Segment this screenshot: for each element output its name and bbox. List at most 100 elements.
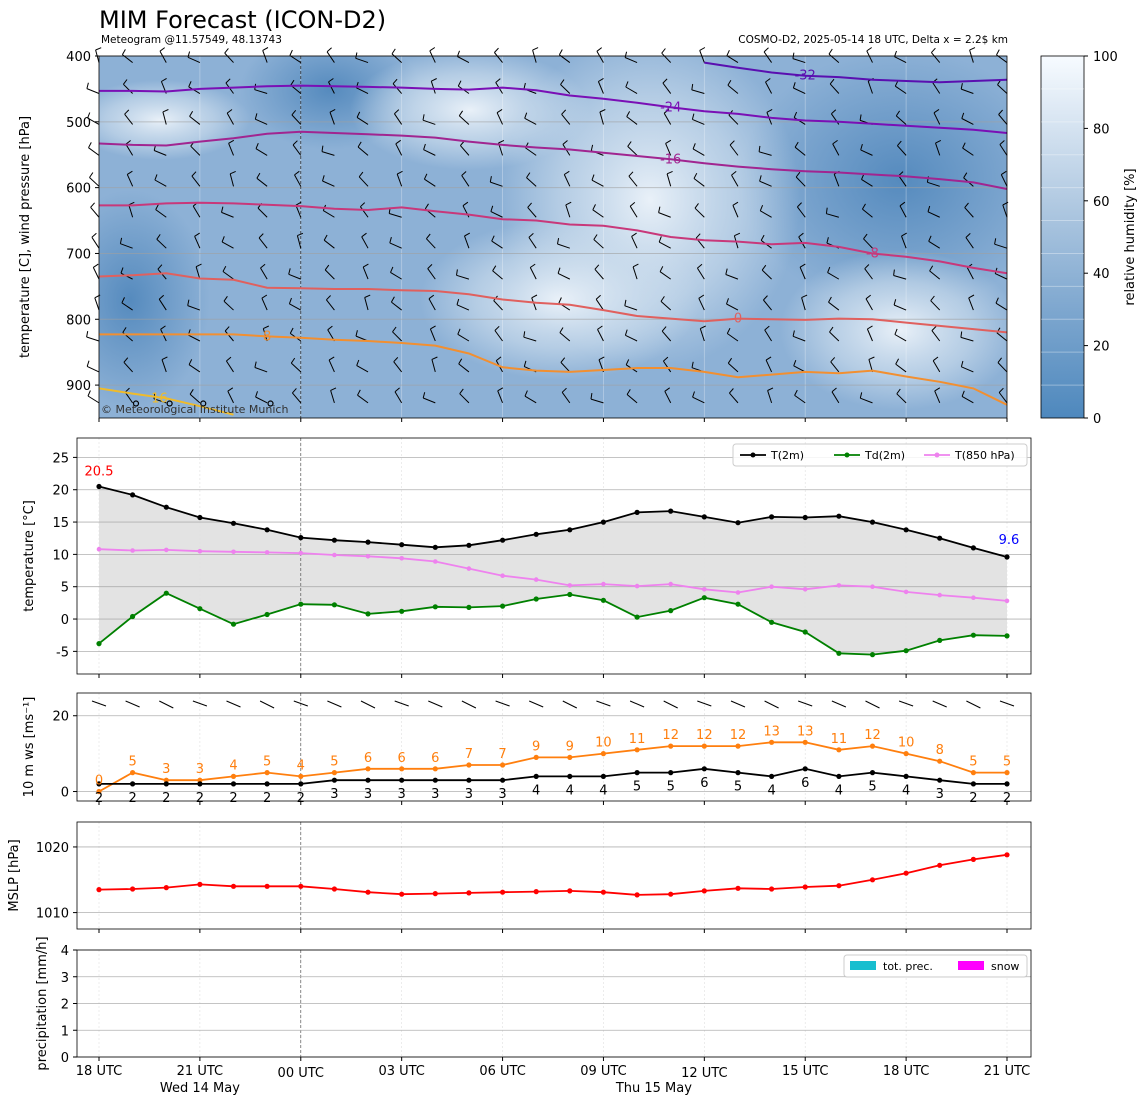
gust-series-point xyxy=(701,743,707,749)
wind-barb-flag xyxy=(497,387,504,392)
precip-ylabel: precipitation [mm/h] xyxy=(35,936,50,1070)
isotherms-group: -32 -24 -16 -8 0 8 16 xyxy=(99,61,1007,416)
wind-barb xyxy=(798,700,813,707)
wind-barb-flag xyxy=(362,263,369,268)
wind-barb-flag xyxy=(799,263,806,268)
wind-barb xyxy=(457,333,470,342)
wind-barb xyxy=(364,297,369,311)
wind-barb xyxy=(225,360,234,373)
wind-barb-flag xyxy=(462,201,469,207)
wind-barb xyxy=(262,50,268,63)
wind-barb-flag xyxy=(829,78,835,85)
wind-barb xyxy=(632,266,638,280)
wind-barb-flag xyxy=(931,47,936,53)
gust-value-label: 5 xyxy=(1003,755,1011,770)
wind-barb xyxy=(726,55,739,64)
wind-barb xyxy=(89,177,100,187)
wind-barb-flag xyxy=(932,356,939,362)
wind-barb-flag xyxy=(998,387,1004,393)
wind-barb-flag xyxy=(532,47,539,51)
gust-series-point xyxy=(365,766,371,772)
wind-barb xyxy=(392,83,403,94)
wind-barb xyxy=(223,300,234,311)
Td2m-series-point xyxy=(802,629,808,635)
wind-barb-flag xyxy=(859,114,862,121)
gust-series-point xyxy=(970,770,977,776)
wind-barb xyxy=(961,366,974,373)
T2m-series-point xyxy=(500,537,506,543)
wind-barb xyxy=(428,700,443,708)
mslp-series-point xyxy=(365,889,371,895)
wind-barb xyxy=(560,362,571,373)
mean-wind-value-label: 4 xyxy=(566,783,574,798)
wind-barb xyxy=(597,81,604,94)
mslp-series-point xyxy=(937,862,943,868)
gust-value-label: 13 xyxy=(763,724,780,739)
wind-barb xyxy=(394,391,403,404)
wind-barb xyxy=(998,392,1008,404)
wind-barb-flag xyxy=(424,203,429,210)
wind-barb-flag xyxy=(524,112,528,119)
T2m-series-point xyxy=(769,514,775,520)
mean-wind-series-point xyxy=(937,777,943,783)
wind-barb-flag xyxy=(122,327,127,333)
x-day-label: Thu 15 May xyxy=(615,1081,692,1096)
wind-barb-flag xyxy=(289,327,294,334)
wind-barb-flag xyxy=(624,51,628,58)
wind-barb xyxy=(932,700,947,708)
mslp-series-point xyxy=(701,888,707,894)
wind-barb-flag xyxy=(964,202,969,208)
wind-barb xyxy=(763,51,773,63)
wind-barb xyxy=(326,51,335,63)
T2m-series-point xyxy=(264,527,270,533)
wind-barb-flag xyxy=(221,206,224,213)
wind-barb xyxy=(394,700,409,707)
wind-barb xyxy=(557,243,570,249)
mean-wind-series-point xyxy=(230,781,237,787)
mean-wind-series-point xyxy=(331,777,337,783)
wind-barb xyxy=(226,112,234,125)
wind-barb xyxy=(155,209,167,218)
mean-wind-series-point xyxy=(163,781,169,787)
wind-barb xyxy=(456,274,470,280)
wind-barb xyxy=(424,178,436,187)
wind-barb-flag xyxy=(288,268,291,275)
wind-barb-flag xyxy=(357,389,361,396)
wind-barb-flag xyxy=(624,329,628,336)
gust-value-label: 8 xyxy=(936,743,944,758)
wind-barb xyxy=(594,268,604,280)
wind-barb xyxy=(861,178,873,187)
wind-barb xyxy=(492,270,503,280)
T850-series-point xyxy=(567,583,573,588)
legend-swatch xyxy=(958,961,984,970)
Td2m-series-point xyxy=(163,590,169,596)
mslp-series-point xyxy=(466,890,472,896)
wind-barb xyxy=(429,50,436,63)
gust-value-label: 7 xyxy=(498,747,506,762)
wind-barb xyxy=(91,700,107,707)
wind-barb xyxy=(528,237,537,249)
x-tick-label: 18 UTC xyxy=(883,1064,929,1079)
wind-barb xyxy=(431,359,436,373)
wind-barb-flag xyxy=(355,52,358,59)
gust-series-point xyxy=(331,770,337,776)
wind-barb xyxy=(526,177,537,187)
mean-wind-series-point xyxy=(970,781,977,787)
mean-wind-value-label: 5 xyxy=(667,780,675,795)
wind-barb-flag xyxy=(431,356,438,360)
Td2m-series-line xyxy=(98,592,1008,656)
wind-barb-flag xyxy=(699,47,706,51)
Td2m-series-point xyxy=(399,608,405,614)
wind-barb xyxy=(590,398,604,404)
wind-barb xyxy=(828,301,840,311)
mean-wind-series-point xyxy=(432,777,438,783)
wind-barb-flag xyxy=(361,232,367,238)
wind-barb xyxy=(291,114,302,125)
mslp-series-point xyxy=(533,889,539,895)
temp-legend-box xyxy=(732,443,1028,467)
mean-wind-value-label: 2 xyxy=(128,791,136,806)
wind-barb-flag xyxy=(396,170,403,175)
wind-barb xyxy=(254,367,268,373)
gust-series-line xyxy=(98,741,1007,793)
Td2m-series-point xyxy=(130,613,136,620)
